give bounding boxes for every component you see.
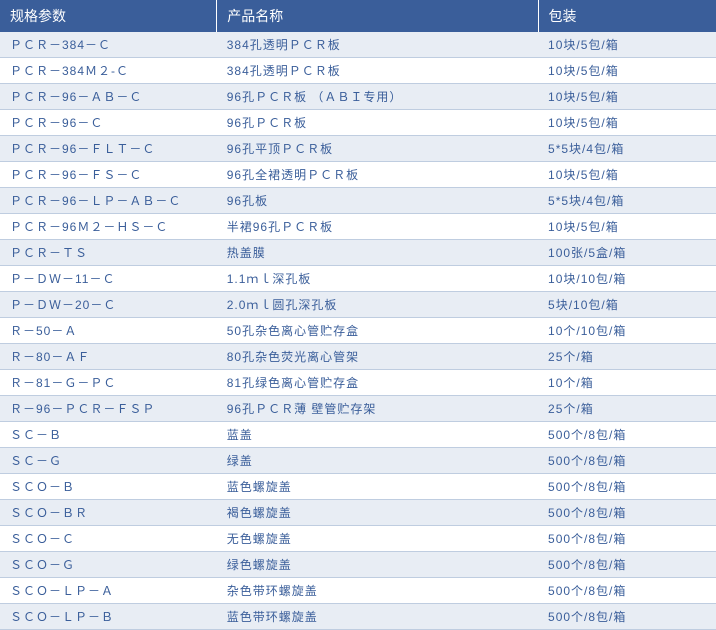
table-cell: 绿盖 <box>217 448 538 474</box>
table-cell: ＳＣＯ－ＬＰ－Ａ <box>0 578 217 604</box>
table-cell: ＰＣＲ－384－Ｃ <box>0 32 217 58</box>
table-row: Ｒ－81－Ｇ－ＰＣ81孔绿色离心管贮存盒10个/箱 <box>0 370 716 396</box>
table-cell: ＰＣＲ－384Ｍ２-Ｃ <box>0 58 217 84</box>
table-cell: 半裙96孔ＰＣＲ板 <box>217 214 538 240</box>
table-cell: 96孔平顶ＰＣＲ板 <box>217 136 538 162</box>
table-row: ＳＣ－Ｂ蓝盖500个/8包/箱 <box>0 422 716 448</box>
table-cell: 5*5块/4包/箱 <box>538 136 716 162</box>
table-row: ＳＣＯ－Ｃ无色螺旋盖500个/8包/箱 <box>0 526 716 552</box>
table-cell: 10个/10包/箱 <box>538 318 716 344</box>
table-row: ＰＣＲ－ＴＳ热盖膜100张/5盒/箱 <box>0 240 716 266</box>
table-cell: 10块/10包/箱 <box>538 266 716 292</box>
table-cell: ＳＣＯ－Ｇ <box>0 552 217 578</box>
table-cell: ＰＣＲ－96－Ｃ <box>0 110 217 136</box>
table-row: ＳＣＯ－ＢＲ褐色螺旋盖500个/8包/箱 <box>0 500 716 526</box>
table-cell: 2.0ｍｌ圆孔深孔板 <box>217 292 538 318</box>
table-cell: 500个/8包/箱 <box>538 552 716 578</box>
table-cell: Ｒ－50－Ａ <box>0 318 217 344</box>
table-cell: 96孔ＰＣＲ薄 壁管贮存架 <box>217 396 538 422</box>
col-header-spec: 规格参数 <box>0 0 217 32</box>
table-cell: ＰＣＲ－96－ＬＰ－ＡＢ－Ｃ <box>0 188 217 214</box>
table-cell: 热盖膜 <box>217 240 538 266</box>
table-cell: ＳＣＯ－ＢＲ <box>0 500 217 526</box>
table-cell: 500个/8包/箱 <box>538 526 716 552</box>
table-cell: 96孔板 <box>217 188 538 214</box>
table-cell: ＰＣＲ－96－ＦＬＴ－Ｃ <box>0 136 217 162</box>
table-cell: Ｐ－ＤＷ－11－Ｃ <box>0 266 217 292</box>
table-cell: 100张/5盒/箱 <box>538 240 716 266</box>
table-row: Ｐ－ＤＷ－20－Ｃ2.0ｍｌ圆孔深孔板5块/10包/箱 <box>0 292 716 318</box>
product-spec-table: 规格参数 产品名称 包装 ＰＣＲ－384－Ｃ384孔透明ＰＣＲ板10块/5包/箱… <box>0 0 716 630</box>
table-cell: 80孔杂色荧光离心管架 <box>217 344 538 370</box>
table-cell: 1.1ｍｌ深孔板 <box>217 266 538 292</box>
table-row: ＰＣＲ－384－Ｃ384孔透明ＰＣＲ板10块/5包/箱 <box>0 32 716 58</box>
table-cell: 杂色带环螺旋盖 <box>217 578 538 604</box>
table-cell: 500个/8包/箱 <box>538 474 716 500</box>
table-row: ＰＣＲ－96－ＦＬＴ－Ｃ96孔平顶ＰＣＲ板5*5块/4包/箱 <box>0 136 716 162</box>
table-cell: 蓝盖 <box>217 422 538 448</box>
table-cell: 96孔全裙透明ＰＣＲ板 <box>217 162 538 188</box>
table-cell: 5*5块/4包/箱 <box>538 188 716 214</box>
table-cell: Ｒ－80－ＡＦ <box>0 344 217 370</box>
table-cell: 10块/5包/箱 <box>538 84 716 110</box>
table-cell: Ｒ－96－ＰＣＲ－ＦＳＰ <box>0 396 217 422</box>
table-body: ＰＣＲ－384－Ｃ384孔透明ＰＣＲ板10块/5包/箱ＰＣＲ－384Ｍ２-Ｃ38… <box>0 32 716 630</box>
table-cell: 5块/10包/箱 <box>538 292 716 318</box>
table-cell: 81孔绿色离心管贮存盒 <box>217 370 538 396</box>
table-cell: 10块/5包/箱 <box>538 214 716 240</box>
table-cell: 10块/5包/箱 <box>538 110 716 136</box>
table-row: ＳＣＯ－Ｂ蓝色螺旋盖500个/8包/箱 <box>0 474 716 500</box>
table-cell: 无色螺旋盖 <box>217 526 538 552</box>
table-cell: ＳＣＯ－Ｂ <box>0 474 217 500</box>
table-cell: ＰＣＲ－96Ｍ２－ＨＳ－Ｃ <box>0 214 217 240</box>
table-cell: 蓝色带环螺旋盖 <box>217 604 538 630</box>
table-cell: 10个/箱 <box>538 370 716 396</box>
table-cell: 25个/箱 <box>538 396 716 422</box>
table-row: ＳＣ－Ｇ绿盖500个/8包/箱 <box>0 448 716 474</box>
table-cell: 褐色螺旋盖 <box>217 500 538 526</box>
table-row: Ｒ－96－ＰＣＲ－ＦＳＰ96孔ＰＣＲ薄 壁管贮存架25个/箱 <box>0 396 716 422</box>
table-cell: ＳＣ－Ｇ <box>0 448 217 474</box>
table-row: ＳＣＯ－Ｇ绿色螺旋盖500个/8包/箱 <box>0 552 716 578</box>
table-cell: 10块/5包/箱 <box>538 58 716 84</box>
table-cell: 384孔透明ＰＣＲ板 <box>217 58 538 84</box>
table-cell: ＳＣＯ－Ｃ <box>0 526 217 552</box>
table-row: ＰＣＲ－96－ＡＢ－Ｃ96孔ＰＣＲ板 （ＡＢＩ专用）10块/5包/箱 <box>0 84 716 110</box>
table-cell: 500个/8包/箱 <box>538 604 716 630</box>
table-row: Ｐ－ＤＷ－11－Ｃ1.1ｍｌ深孔板10块/10包/箱 <box>0 266 716 292</box>
col-header-pack: 包装 <box>538 0 716 32</box>
table-row: ＳＣＯ－ＬＰ－Ａ杂色带环螺旋盖500个/8包/箱 <box>0 578 716 604</box>
table-cell: 10块/5包/箱 <box>538 162 716 188</box>
table-cell: 96孔ＰＣＲ板 <box>217 110 538 136</box>
table-cell: ＳＣ－Ｂ <box>0 422 217 448</box>
table-cell: 500个/8包/箱 <box>538 448 716 474</box>
table-row: ＰＣＲ－96－ＦＳ－Ｃ96孔全裙透明ＰＣＲ板10块/5包/箱 <box>0 162 716 188</box>
col-header-name: 产品名称 <box>217 0 538 32</box>
table-row: ＳＣＯ－ＬＰ－Ｂ蓝色带环螺旋盖500个/8包/箱 <box>0 604 716 630</box>
table-header: 规格参数 产品名称 包装 <box>0 0 716 32</box>
table-row: Ｒ－80－ＡＦ80孔杂色荧光离心管架25个/箱 <box>0 344 716 370</box>
table-cell: 500个/8包/箱 <box>538 500 716 526</box>
table-cell: 500个/8包/箱 <box>538 422 716 448</box>
table-cell: 96孔ＰＣＲ板 （ＡＢＩ专用） <box>217 84 538 110</box>
table-cell: Ｒ－81－Ｇ－ＰＣ <box>0 370 217 396</box>
table-cell: ＳＣＯ－ＬＰ－Ｂ <box>0 604 217 630</box>
table-row: ＰＣＲ－96－ＬＰ－ＡＢ－Ｃ96孔板5*5块/4包/箱 <box>0 188 716 214</box>
table-cell: 10块/5包/箱 <box>538 32 716 58</box>
table-row: ＰＣＲ－384Ｍ２-Ｃ384孔透明ＰＣＲ板10块/5包/箱 <box>0 58 716 84</box>
table-row: Ｒ－50－Ａ50孔杂色离心管贮存盒10个/10包/箱 <box>0 318 716 344</box>
table-cell: 500个/8包/箱 <box>538 578 716 604</box>
table-cell: 25个/箱 <box>538 344 716 370</box>
table-cell: ＰＣＲ－96－ＦＳ－Ｃ <box>0 162 217 188</box>
table-row: ＰＣＲ－96Ｍ２－ＨＳ－Ｃ半裙96孔ＰＣＲ板10块/5包/箱 <box>0 214 716 240</box>
table-cell: 384孔透明ＰＣＲ板 <box>217 32 538 58</box>
table-cell: Ｐ－ＤＷ－20－Ｃ <box>0 292 217 318</box>
table-cell: ＰＣＲ－96－ＡＢ－Ｃ <box>0 84 217 110</box>
table-row: ＰＣＲ－96－Ｃ96孔ＰＣＲ板10块/5包/箱 <box>0 110 716 136</box>
table-cell: 绿色螺旋盖 <box>217 552 538 578</box>
table-cell: ＰＣＲ－ＴＳ <box>0 240 217 266</box>
table-cell: 50孔杂色离心管贮存盒 <box>217 318 538 344</box>
table-cell: 蓝色螺旋盖 <box>217 474 538 500</box>
